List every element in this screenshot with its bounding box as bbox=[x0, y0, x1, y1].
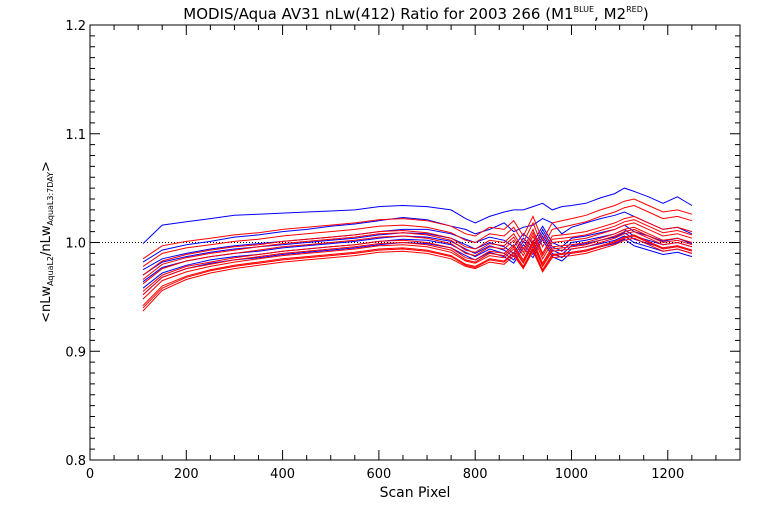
axis-tick-labels: 0 200 400 600 800 1000 1200 0.8 0.9 1.0 1.1 1.2 bbox=[65, 19, 684, 482]
chart-title-mid: , M2 bbox=[594, 5, 626, 23]
chart-title: MODIS/Aqua AV31 nLw(412) Ratio for 2003 … bbox=[183, 5, 648, 23]
y-axis-label-suffix: > bbox=[39, 161, 54, 172]
x-axis-label: Scan Pixel bbox=[380, 485, 451, 501]
x-tick-label: 800 bbox=[463, 467, 488, 482]
series-line-m2-11 bbox=[142, 226, 693, 292]
chart-title-sup-m1: BLUE bbox=[574, 5, 594, 14]
series-line-m2-15 bbox=[142, 219, 693, 280]
series-line-m1-0 bbox=[142, 187, 693, 244]
y-axis-label-prefix: <nLw bbox=[39, 286, 54, 323]
y-tick-label: 1.1 bbox=[65, 128, 86, 143]
y-tick-label: 0.8 bbox=[65, 454, 86, 469]
axis-ticks bbox=[89, 24, 740, 461]
series-line-m2-13 bbox=[142, 234, 693, 306]
x-tick-label: 0 bbox=[86, 467, 94, 482]
series-line-m2-16 bbox=[142, 228, 693, 296]
chart-title-sup-m2: RED bbox=[626, 5, 643, 14]
x-tick-label: 400 bbox=[270, 467, 295, 482]
x-tick-label: 1000 bbox=[555, 467, 588, 482]
y-tick-label: 1.0 bbox=[65, 237, 86, 252]
chart-title-end: ) bbox=[643, 5, 649, 23]
x-tick-label: 200 bbox=[174, 467, 199, 482]
y-axis-label-mid: /nLw bbox=[39, 225, 54, 256]
series-line-m2-7 bbox=[142, 198, 693, 260]
x-tick-label: 600 bbox=[366, 467, 391, 482]
chart-title-main: MODIS/Aqua AV31 nLw(412) Ratio for 2003 … bbox=[183, 5, 573, 23]
y-tick-label: 0.9 bbox=[65, 345, 86, 360]
series-line-m2-12 bbox=[142, 231, 693, 300]
series-line-m2-10 bbox=[142, 222, 693, 285]
y-axis-label-sub1: AquaL2 bbox=[46, 256, 55, 286]
series-line-m1-1 bbox=[142, 211, 693, 263]
series-line-m2-14 bbox=[142, 237, 693, 312]
y-tick-label: 1.2 bbox=[65, 19, 86, 34]
y-axis-label: <nLwAquaL2/nLwAquaL3:7DAY> bbox=[39, 161, 55, 323]
y-axis-label-sub2: AquaL3:7DAY bbox=[46, 172, 55, 226]
series-line-m2-9 bbox=[142, 215, 693, 276]
series-layer bbox=[142, 187, 693, 312]
x-tick-label: 1200 bbox=[651, 467, 684, 482]
series-line-m2-17 bbox=[142, 235, 693, 309]
series-line-m2-8 bbox=[142, 204, 693, 267]
